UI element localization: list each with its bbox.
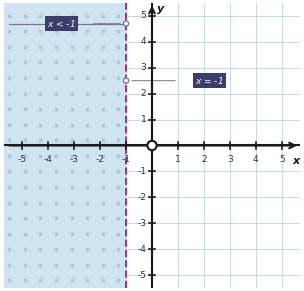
Circle shape	[123, 21, 129, 26]
Text: 1: 1	[140, 115, 146, 124]
Text: 3: 3	[227, 155, 233, 164]
Text: -2: -2	[137, 193, 146, 202]
Text: y: y	[157, 4, 164, 14]
Circle shape	[147, 141, 157, 150]
Text: 2: 2	[141, 89, 146, 98]
Text: 2: 2	[201, 155, 207, 164]
Text: $x$ = -1: $x$ = -1	[195, 75, 223, 86]
Text: -5: -5	[137, 271, 146, 280]
Text: $x$ < -1: $x$ < -1	[47, 18, 75, 29]
Text: -3: -3	[70, 155, 79, 164]
Text: -1: -1	[122, 155, 130, 164]
Text: 4: 4	[253, 155, 259, 164]
Text: 5: 5	[140, 11, 146, 20]
Text: -2: -2	[96, 155, 105, 164]
Text: 4: 4	[141, 37, 146, 46]
Text: -4: -4	[137, 245, 146, 254]
Text: -3: -3	[137, 219, 146, 228]
Text: x: x	[292, 156, 299, 166]
Text: -1: -1	[137, 167, 146, 176]
Text: 3: 3	[140, 63, 146, 72]
Text: -5: -5	[18, 155, 27, 164]
Circle shape	[123, 78, 129, 83]
Text: -4: -4	[44, 155, 53, 164]
Text: 1: 1	[175, 155, 181, 164]
Polygon shape	[4, 3, 126, 288]
Text: 5: 5	[279, 155, 285, 164]
